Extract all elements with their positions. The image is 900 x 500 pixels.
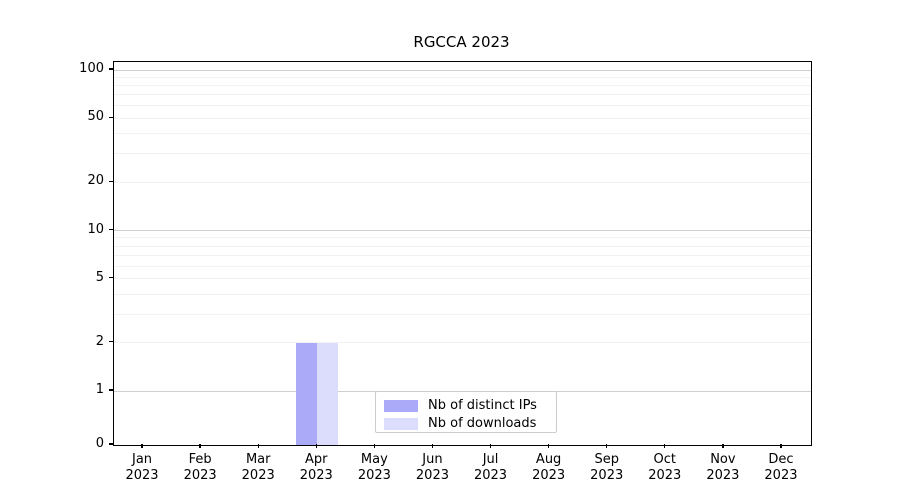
- x-tick-label-may: May 2023: [344, 452, 404, 484]
- x-tick-mark: [606, 444, 608, 448]
- gridline-minor: [114, 342, 811, 344]
- x-tick-label-sep: Sep 2023: [577, 452, 637, 484]
- x-tick-year: 2023: [241, 468, 275, 483]
- x-tick-year: 2023: [764, 468, 798, 483]
- x-tick-label-oct: Oct 2023: [635, 452, 695, 484]
- y-tick-mark: [109, 68, 113, 70]
- x-tick-month: Apr: [305, 452, 328, 467]
- gridline-minor: [114, 293, 811, 295]
- legend-swatch-icon: [384, 400, 418, 412]
- y-tick-mark: [109, 277, 113, 279]
- gridline-minor: [114, 117, 811, 119]
- chart-legend: Nb of distinct IPs Nb of downloads: [375, 391, 557, 433]
- y-tick-mark: [109, 116, 113, 118]
- gridline-major: [114, 230, 811, 231]
- y-tick-mark: [109, 389, 113, 391]
- x-tick-month: Oct: [653, 452, 677, 467]
- x-tick-year: 2023: [532, 468, 566, 483]
- gridline-minor: [114, 94, 811, 96]
- x-tick-mark: [431, 444, 434, 448]
- x-tick-label-mar: Mar 2023: [228, 452, 288, 484]
- plot-inner: [114, 62, 811, 445]
- plot-area: [113, 61, 812, 446]
- y-tick-label: 10: [87, 221, 104, 237]
- x-tick-year: 2023: [648, 468, 682, 483]
- gridline-minor: [114, 313, 811, 315]
- x-tick-mark: [780, 444, 782, 448]
- legend-label: Nb of downloads: [428, 416, 537, 431]
- x-tick-mark: [373, 444, 376, 448]
- y-tick-label: 50: [87, 109, 104, 125]
- gridline-minor: [114, 237, 811, 239]
- x-tick-label-feb: Feb 2023: [170, 452, 230, 484]
- x-tick-month: Jan: [132, 452, 153, 467]
- x-tick-year: 2023: [357, 468, 391, 483]
- y-tick-label: 0: [95, 436, 104, 451]
- x-tick-month: Feb: [188, 452, 212, 467]
- y-tick-label: 100: [79, 61, 104, 76]
- x-tick-year: 2023: [299, 468, 333, 483]
- y-tick-mark: [109, 228, 113, 231]
- x-tick-label-nov: Nov 2023: [693, 452, 753, 484]
- x-tick-mark: [722, 444, 724, 448]
- x-tick-label-jan: Jan 2023: [112, 452, 172, 484]
- gridline-minor: [114, 278, 811, 280]
- y-tick-mark: [109, 443, 113, 445]
- y-tick-label: 1: [95, 382, 104, 397]
- x-tick-label-dec: Dec 2023: [751, 452, 811, 484]
- legend-swatch-icon: [384, 418, 418, 430]
- x-tick-label-aug: Aug 2023: [519, 452, 579, 484]
- x-tick-month: Sep: [594, 452, 619, 467]
- x-tick-label-jul: Jul 2023: [461, 452, 521, 484]
- x-tick-label-apr: Apr 2023: [286, 452, 346, 484]
- x-tick-mark: [141, 444, 143, 448]
- bar-apr-2023-series-1: [296, 342, 318, 445]
- x-tick-month: Jun: [422, 452, 443, 467]
- x-tick-year: 2023: [706, 468, 740, 483]
- x-tick-mark: [315, 444, 317, 448]
- x-tick-month: May: [360, 452, 388, 467]
- x-tick-year: 2023: [473, 468, 508, 483]
- x-tick-month: Aug: [535, 452, 562, 467]
- y-tick-label: 2: [95, 333, 104, 349]
- x-tick-year: 2023: [415, 468, 449, 483]
- gridline-minor: [114, 265, 811, 267]
- gridline-minor: [114, 76, 811, 78]
- x-tick-month: Mar: [245, 452, 271, 467]
- gridline-minor: [114, 85, 811, 87]
- gridline-major: [114, 69, 811, 71]
- x-tick-month: Jul: [482, 452, 499, 467]
- legend-label: Nb of distinct IPs: [428, 398, 537, 413]
- y-tick-label: 20: [87, 173, 104, 189]
- x-tick-year: 2023: [590, 468, 624, 483]
- x-tick-mark: [547, 444, 550, 448]
- x-tick-mark: [257, 444, 259, 448]
- gridline-minor: [114, 254, 811, 256]
- y-tick-mark: [109, 341, 113, 343]
- gridline-minor: [114, 133, 811, 135]
- x-tick-label-jun: Jun 2023: [402, 452, 462, 484]
- x-tick-mark: [664, 444, 666, 448]
- gridline-minor: [114, 181, 811, 183]
- x-tick-month: Nov: [710, 452, 736, 467]
- chart-title: RGCCA 2023: [413, 33, 510, 51]
- gridline-minor: [114, 105, 811, 107]
- y-tick-mark: [109, 180, 113, 182]
- gridline-minor: [114, 153, 811, 155]
- x-tick-mark: [199, 444, 201, 448]
- x-tick-month: Dec: [768, 452, 794, 467]
- bar-apr-2023-series-2: [317, 342, 339, 445]
- x-tick-year: 2023: [183, 468, 217, 483]
- x-tick-year: 2023: [125, 468, 159, 483]
- x-tick-mark: [489, 444, 492, 448]
- gridline-minor: [114, 245, 811, 247]
- y-tick-label: 5: [95, 269, 104, 285]
